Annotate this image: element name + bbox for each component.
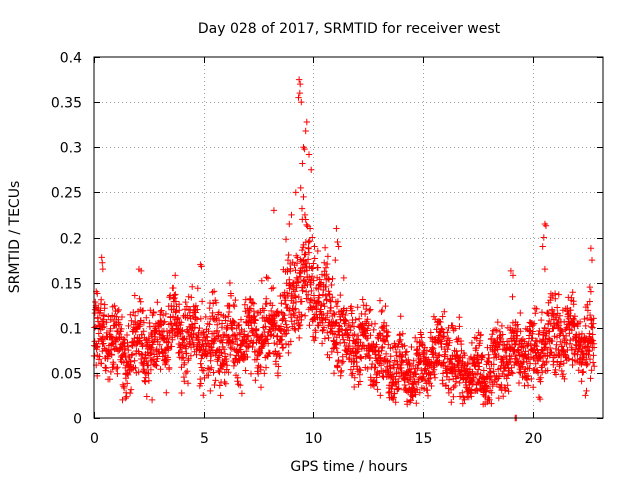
x-tick-label: 5 <box>200 431 209 447</box>
x-axis-label: GPS time / hours <box>290 459 407 475</box>
axis-ticks: 0 0.05 0.1 0.15 0.2 0.25 0.3 0.35 0.4 0 5 10 15 20 <box>51 51 603 447</box>
x-tick-label: 10 <box>305 431 323 447</box>
x-tick-label: 20 <box>525 431 543 447</box>
y-tick-label: 0.4 <box>60 51 82 67</box>
y-tick-label: 0.05 <box>51 367 82 383</box>
x-tick-label: 0 <box>90 431 99 447</box>
y-axis-label: SRMTID / TECUs <box>7 181 23 294</box>
y-tick-label: 0.1 <box>60 322 82 338</box>
y-tick-label: 0.35 <box>51 96 82 112</box>
plot-frame <box>93 56 604 419</box>
y-tick-label: 0.15 <box>51 277 82 293</box>
chart-title: Day 028 of 2017, SRMTID for receiver wes… <box>198 21 501 37</box>
y-tick-label: 0.2 <box>60 232 82 248</box>
y-tick-label: 0.25 <box>51 186 82 202</box>
y-tick-label: 0 <box>73 412 82 428</box>
x-tick-label: 15 <box>415 431 433 447</box>
y-tick-label: 0.3 <box>60 141 82 157</box>
